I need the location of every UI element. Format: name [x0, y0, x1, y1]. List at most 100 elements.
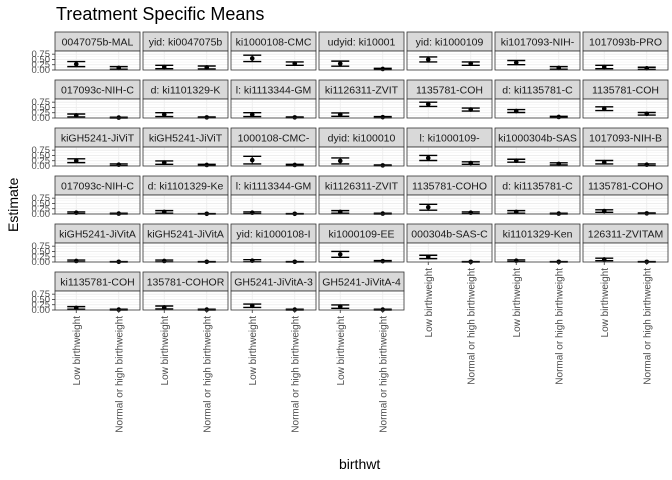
y-tick-label: 0.00 [32, 257, 51, 268]
y-tick-label: 0.25 [32, 204, 51, 215]
panel-border [494, 242, 581, 263]
facet-strip-label: ki1126311-ZVIT [325, 85, 399, 97]
panel-border [230, 146, 317, 167]
facet-strip-label: l: ki1113344-GM [236, 181, 311, 193]
chart-title: Treatment Specific Means [56, 4, 265, 24]
facet-strip-label: 017093c-NIH-C [61, 181, 134, 193]
data-point [249, 157, 255, 163]
data-point [601, 64, 607, 70]
data-point [292, 162, 298, 168]
data-point [644, 66, 650, 71]
facet-strip-label: dyid: ki100010 [328, 133, 396, 145]
facet-strip-label: yid: ki1000108-I [236, 229, 310, 241]
y-tick-label: 0.50 [32, 294, 51, 305]
data-point [380, 307, 386, 312]
x-tick-label: Low birthweight [424, 268, 435, 338]
y-tick-label: 0.75 [32, 97, 51, 108]
data-point [380, 114, 386, 120]
panel-border [582, 98, 669, 119]
data-point [292, 61, 298, 66]
facet-strip-label: kiGH5241-JiVitA [147, 229, 224, 241]
x-tick-label: Low birthweight [160, 316, 171, 386]
data-point [292, 115, 298, 120]
data-point [337, 158, 343, 164]
y-tick-label: 0.25 [32, 300, 51, 311]
data-point [73, 61, 79, 67]
x-tick-label: Normal or high birthweight [202, 316, 213, 433]
data-point [425, 57, 431, 62]
x-tick-label: Low birthweight [512, 268, 523, 338]
facet-strip-label: 126311-ZVITAM [588, 229, 663, 241]
facet-strip-label: yid: ki0047075b [149, 37, 223, 49]
x-tick-label: Low birthweight [600, 268, 611, 338]
panel-border [582, 50, 669, 71]
data-point [337, 304, 343, 309]
panel-border [406, 194, 493, 215]
y-tick-label: 0.00 [32, 209, 51, 220]
data-point [337, 61, 343, 66]
facet-strip-label: 1135781-COHO [412, 181, 487, 193]
data-point [337, 112, 343, 117]
data-point [204, 115, 210, 120]
facet-strip-label: l: ki1000109- [419, 133, 480, 145]
data-point [116, 307, 122, 312]
panel-border [142, 242, 229, 263]
data-point [116, 115, 122, 120]
panel-border [318, 98, 405, 119]
y-tick-label: 0.50 [32, 54, 51, 65]
y-tick-label: 0.00 [32, 65, 51, 76]
facet-strip-label: d: ki1101329-K [151, 85, 221, 97]
y-tick-label: 0.75 [32, 289, 51, 300]
data-point [644, 211, 650, 216]
y-tick-label: 0.75 [32, 49, 51, 60]
x-tick-label: Normal or high birthweight [114, 316, 125, 433]
data-point [513, 60, 519, 65]
facet-strip-label: ki1000108-CMC [236, 37, 312, 49]
panel-border [142, 98, 229, 119]
panel-border [54, 290, 141, 311]
data-point [601, 208, 607, 214]
data-point [380, 258, 386, 264]
data-point [513, 158, 519, 164]
y-tick-label: 0.50 [32, 150, 51, 161]
facet-strip-label: 1135781-COH [416, 85, 483, 97]
y-tick-label: 0.25 [32, 156, 51, 167]
panel-border [318, 242, 405, 263]
facet-strip-label: ki1000109-EE [329, 229, 395, 241]
data-point [249, 56, 255, 61]
facet-strip-label: 1000108-CMC- [238, 133, 310, 145]
y-tick-label: 0.00 [32, 161, 51, 172]
panel-border [406, 98, 493, 119]
x-tick-label: Normal or high birthweight [378, 316, 389, 433]
facet-strip-label: d: ki1135781-C [502, 85, 573, 97]
facet-strip-label: 1135781-COH [592, 85, 659, 97]
data-point [161, 209, 167, 215]
facet-strip-label: ki1126311-ZVIT [325, 181, 399, 193]
data-point [204, 162, 210, 168]
data-point [556, 65, 562, 71]
y-tick-label: 0.25 [32, 60, 51, 71]
facet-strip-label: 000304b-SAS-C [411, 229, 488, 241]
data-point [644, 111, 650, 117]
panel-border [54, 194, 141, 215]
panel-border [494, 146, 581, 167]
data-point [249, 303, 255, 309]
facet-strip-label: GH5241-JiVitA-3 [234, 277, 313, 289]
y-tick-label: 0.50 [32, 198, 51, 209]
panel-border [406, 146, 493, 167]
x-tick-label: Low birthweight [72, 316, 83, 386]
y-tick-label: 0.75 [32, 193, 51, 204]
panel-border [318, 50, 405, 71]
facet-strip-label: l: ki1113344-GM [236, 85, 311, 97]
facet-strip-label: ki1000304b-SAS [498, 133, 577, 145]
panel-border [406, 242, 493, 263]
facet-strip-label: 1017093b-PRO [589, 37, 662, 49]
data-point [556, 161, 562, 167]
data-point [292, 307, 298, 312]
facet-strip-label: kiGH5241-JiViT [149, 133, 223, 145]
facet-strip-label: GH5241-JiVitA-4 [322, 277, 401, 289]
facet-strip-label: ki1135781-COH [60, 277, 135, 289]
facet-strip-label: 1135781-COHO [588, 181, 663, 193]
